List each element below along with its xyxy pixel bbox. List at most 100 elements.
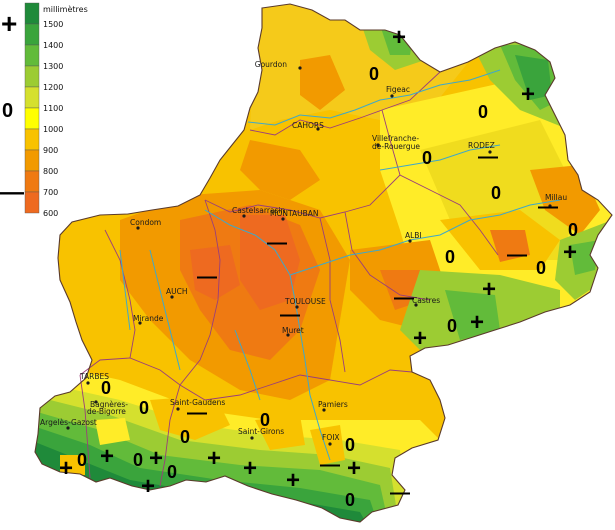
marker-plus-icon: + <box>286 467 300 494</box>
legend-class-label: 1400 <box>43 41 63 50</box>
marker-zero-icon: 0 <box>369 64 379 84</box>
marker-plus-icon: + <box>207 445 221 472</box>
city-dot-icon <box>328 442 332 446</box>
city-label: CAHORS <box>292 121 324 130</box>
city-dot-icon <box>322 408 326 412</box>
city-label: Condom <box>130 218 161 227</box>
marker-plus-icon: + <box>413 325 427 352</box>
city-label: Argelès-Gazost <box>40 418 97 427</box>
legend-swatch <box>24 86 40 109</box>
marker-minus-icon: — <box>394 287 414 309</box>
marker-minus-icon: — <box>390 482 410 504</box>
city-dot-icon <box>176 407 180 411</box>
legend-swatch <box>24 2 40 25</box>
city-label: de-Bigorre <box>87 407 126 416</box>
legend-swatch <box>24 170 40 193</box>
legend-swatch <box>24 128 40 151</box>
marker-plus-icon: + <box>149 445 163 472</box>
city-label: TOULOUSE <box>284 297 326 306</box>
city-dot-icon <box>242 214 246 218</box>
marker-zero-icon: 0 <box>139 398 149 418</box>
marker-plus-icon: + <box>482 276 496 303</box>
city-dot-icon <box>136 226 140 230</box>
city-dot-icon <box>390 94 394 98</box>
city-label: Castres <box>412 296 440 305</box>
legend-swatch <box>24 44 40 67</box>
marker-zero-icon: 0 <box>568 220 578 240</box>
city-dot-icon <box>281 217 285 221</box>
legend: + 0 — 1500 1400 1300 1200 1100 1000 900 800 700 6… <box>0 2 88 218</box>
marker-plus-icon: + <box>470 309 484 336</box>
marker-minus-icon: — <box>280 304 300 326</box>
marker-zero-icon: 0 <box>447 316 457 336</box>
city-label: de-Rouergue <box>372 142 420 151</box>
marker-plus-icon: + <box>100 443 114 470</box>
marker-zero-icon: 0 <box>478 102 488 122</box>
anomaly-markers: +0+00 —0—0—0 —0+— +—— 0 ++00—000— ++ 0 +0 +0++ + +0… <box>59 24 578 510</box>
legend-zero-symbol: 0 <box>2 100 13 122</box>
legend-swatch <box>24 149 40 172</box>
marker-minus-icon: — <box>187 402 207 424</box>
city-label: ALBI <box>405 231 422 240</box>
legend-swatch <box>24 107 40 130</box>
marker-minus-icon: — <box>320 454 340 476</box>
city-label: MONTAUBAN <box>270 209 319 218</box>
city-dot-icon <box>376 143 380 147</box>
marker-zero-icon: 0 <box>260 410 270 430</box>
legend-swatch <box>24 65 40 88</box>
legend-class-label: 1100 <box>43 104 63 113</box>
legend-class-label: 1200 <box>43 83 63 92</box>
city-label: TARBES <box>79 372 109 381</box>
city-label: Pamiers <box>318 400 348 409</box>
marker-minus-icon: — <box>267 232 287 254</box>
city-label: Castelsarrasin <box>232 206 286 215</box>
legend-plus-symbol: + <box>1 8 17 39</box>
city-dot-icon <box>286 333 290 337</box>
legend-class-label: 1300 <box>43 62 63 71</box>
city-dot-icon <box>414 303 418 307</box>
city-label: Millau <box>545 193 567 202</box>
legend-swatch <box>24 191 40 214</box>
legend-class-label: 1500 <box>43 20 63 29</box>
city-label: Villefranche- <box>372 134 419 143</box>
marker-zero-icon: 0 <box>133 450 143 470</box>
marker-plus-icon: + <box>141 473 155 500</box>
legend-class-label: 800 <box>43 167 58 176</box>
marker-zero-icon: 0 <box>345 490 355 510</box>
legend-minus-symbol: — <box>0 179 24 206</box>
marker-zero-icon: 0 <box>77 450 87 470</box>
marker-zero-icon: 0 <box>445 247 455 267</box>
city-dot-icon <box>170 295 174 299</box>
city-dot-icon <box>86 381 90 385</box>
marker-zero-icon: 0 <box>101 378 111 398</box>
legend-swatch <box>24 23 40 46</box>
department-borders <box>79 71 499 487</box>
legend-class-label: 900 <box>43 146 58 155</box>
marker-plus-icon: + <box>59 455 73 482</box>
city-labels: Gourdon Figeac CAHORS Villefranche-de-Rouer… <box>40 60 567 446</box>
marker-plus-icon: + <box>392 24 406 51</box>
marker-minus-icon: — <box>538 196 558 218</box>
legend-unit-label: millimètres <box>43 4 88 14</box>
city-dot-icon <box>548 204 552 208</box>
city-label: Mirande <box>133 314 164 323</box>
city-label: Saint-Gaudens <box>170 398 225 407</box>
city-label: FOIX <box>322 433 340 442</box>
city-dot-icon <box>250 436 254 440</box>
city-label: Gourdon <box>255 60 287 69</box>
marker-zero-icon: 0 <box>491 183 501 203</box>
city-dot-icon <box>94 400 98 404</box>
city-label: AUCH <box>166 287 188 296</box>
marker-plus-icon: + <box>243 455 257 482</box>
city-dot-icon <box>66 426 70 430</box>
marker-zero-icon: 0 <box>536 258 546 278</box>
rivers <box>119 69 561 461</box>
legend-class-label: 700 <box>43 188 58 197</box>
marker-zero-icon: 0 <box>422 148 432 168</box>
city-label: Figeac <box>386 85 410 94</box>
city-dot-icon <box>316 127 320 131</box>
city-label: Bagnères- <box>90 400 128 409</box>
city-label: Muret <box>282 326 304 335</box>
marker-minus-icon: — <box>507 244 527 266</box>
